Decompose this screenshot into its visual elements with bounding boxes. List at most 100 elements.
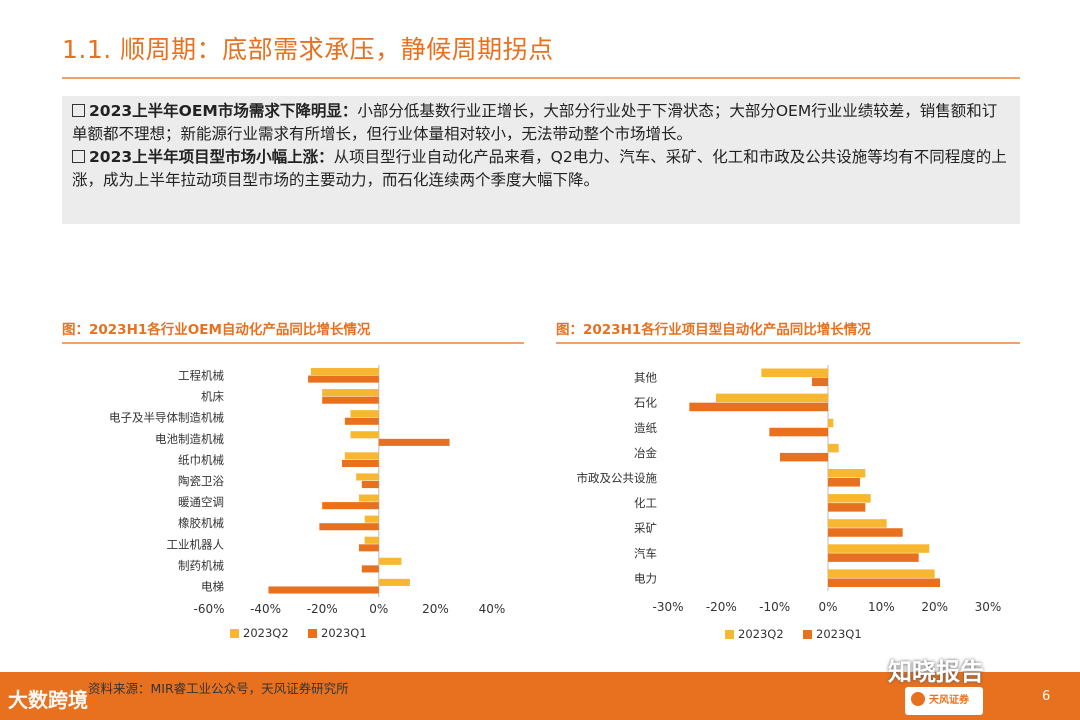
bar-2023q2 [344,452,379,460]
bar-2023q1 [828,503,866,512]
bullet-lead: 2023上半年项目型市场小幅上涨： [89,148,334,166]
tick-label: -20% [706,600,737,614]
chart-divider [556,342,1020,344]
category-label: 暖通空调 [178,495,224,509]
chart-oem: 工程机械机床电子及半导体制造机械电池制造机械纸巾机械陶瓷卫浴暖通空调橡胶机械工业… [109,365,506,640]
legend-swatch [803,630,812,639]
category-label: 机床 [201,390,224,404]
bar-2023q1 [689,402,828,412]
category-label: 化工 [634,496,657,510]
chart-title-oem: 图：2023H1各行业OEM自动化产品同比增长情况 [62,322,371,338]
bar-2023q1 [828,478,860,487]
legend-label: 2023Q1 [816,627,862,641]
bar-2023q2 [761,368,828,378]
category-label: 电子及半导体制造机械 [109,411,224,425]
bar-2023q1 [378,438,450,446]
tick-label: -30% [652,600,683,614]
bar-2023q2 [828,544,930,553]
bullet-lead: 2023上半年OEM市场需求下降明显： [89,102,358,120]
bar-2023q2 [828,494,871,503]
page-title: 1.1. 顺周期：底部需求承压，静候周期拐点 [62,35,554,64]
bar-2023q1 [358,544,379,552]
category-label: 电池制造机械 [155,432,224,446]
bar-2023q1 [342,459,379,468]
category-label: 工业机器人 [167,537,225,551]
category-label: 电梯 [201,579,224,593]
category-label: 橡胶机械 [178,516,224,530]
tick-label: -60% [193,602,224,616]
logo-icon [911,692,925,706]
bar-2023q1 [828,528,903,537]
bar-2023q1 [769,427,828,437]
watermark-right: 知晓报告 [888,658,984,686]
category-label: 采矿 [634,521,657,535]
bar-2023q2 [358,494,379,502]
bar-2023q1 [268,586,379,594]
category-label: 造纸 [634,421,657,435]
page-number: 6 [1042,689,1051,704]
bar-2023q1 [319,523,379,531]
bar-2023q2 [356,473,379,481]
bar-2023q2 [350,410,379,418]
bar-2023q2 [378,578,410,586]
category-label: 汽车 [634,546,657,560]
category-label: 电力 [634,571,657,585]
tick-label: 0% [818,600,837,614]
footer-bar [0,672,1080,720]
bar-2023q2 [364,536,379,544]
bar-2023q1 [361,481,379,489]
bullet-oem: 2023上半年OEM市场需求下降明显：小部分低基数行业正增长，大部分行业处于下滑… [72,100,1010,146]
bar-2023q2 [828,519,887,528]
bar-2023q1 [780,452,828,462]
bullet-project: 2023上半年项目型市场小幅上涨：从项目型行业自动化产品来看，Q2电力、汽车、采… [72,146,1010,192]
bar-2023q2 [350,431,379,439]
tick-label: 20% [422,602,449,616]
bar-2023q1 [322,502,379,510]
chart-title-project: 图：2023H1各行业项目型自动化产品同比增长情况 [556,322,871,338]
tick-label: 20% [921,600,948,614]
category-label: 石化 [634,396,657,410]
bar-2023q2 [322,389,379,397]
summary-box: 2023上半年OEM市场需求下降明显：小部分低基数行业正增长，大部分行业处于下滑… [62,96,1020,224]
bar-2023q1 [361,565,379,573]
bar-2023q1 [308,375,379,383]
bullet-text: 小部分低基数行业正增长，大部分行业处于下滑状态；大部分OEM行业业绩较差，销售额… [72,102,998,143]
legend-swatch [230,629,239,638]
category-label: 冶金 [634,446,657,460]
legend-swatch [725,630,734,639]
bar-2023q2 [364,515,379,523]
tick-label: -40% [250,602,281,616]
legend-label: 2023Q1 [321,626,367,640]
company-logo: 天风证券 [905,687,983,715]
bar-2023q1 [344,417,379,425]
logo-text: 天风证券 [929,695,969,706]
bar-2023q2 [716,393,828,403]
bar-2023q2 [828,468,866,478]
bar-2023q1 [828,553,919,562]
tick-label: 40% [479,602,506,616]
tick-label: 10% [868,600,895,614]
category-label: 陶瓷卫浴 [178,474,224,488]
bar-2023q2 [378,557,402,565]
checkbox-bullet-icon [72,150,85,163]
source-note: 资料来源：MIR睿工业公众号，天风证券研究所 [88,681,349,696]
tick-label: -20% [307,602,338,616]
tick-label: 30% [975,600,1002,614]
chart-divider [62,342,524,344]
bar-2023q1 [322,396,379,404]
category-label: 其他 [634,371,657,385]
category-label: 纸巾机械 [178,453,224,467]
watermark-left: 大数跨境 [8,688,88,712]
bar-2023q2 [828,569,935,578]
tick-label: 0% [369,602,388,616]
bullet-text: 从项目型行业自动化产品来看，Q2电力、汽车、采矿、化工和市政及公共设施等均有不同… [72,148,1007,189]
bar-2023q2 [828,443,839,453]
category-label: 市政及公共设施 [577,471,658,485]
category-label: 工程机械 [178,369,224,383]
legend-swatch [308,629,317,638]
checkbox-bullet-icon [72,104,85,117]
bar-2023q2 [828,418,834,428]
legend-label: 2023Q2 [243,626,289,640]
category-label: 制药机械 [178,558,224,572]
